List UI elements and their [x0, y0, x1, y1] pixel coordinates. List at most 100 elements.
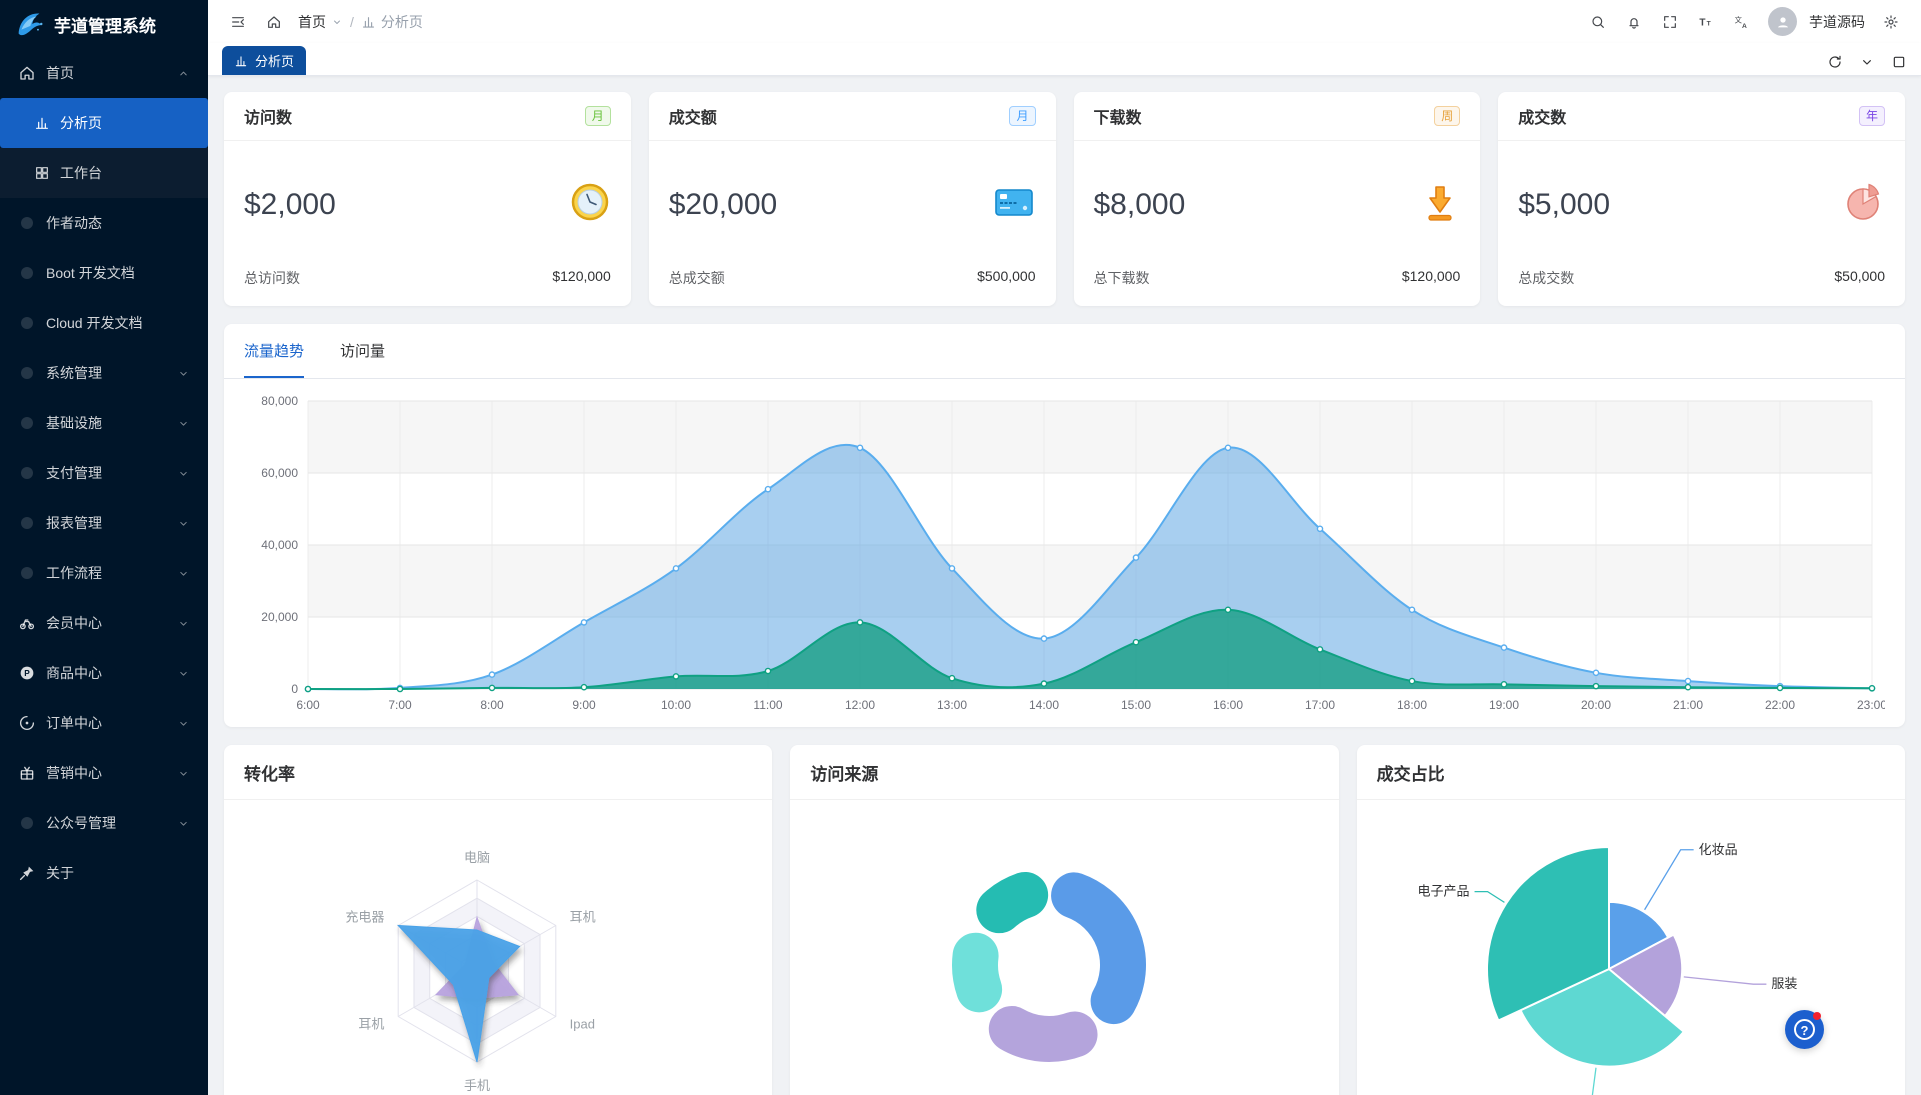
search-icon[interactable] [1582, 6, 1614, 38]
conversion-panel-title: 转化率 [224, 745, 773, 800]
deal-share-panel-title: 成交占比 [1356, 745, 1905, 800]
stat-footer-label: 总访问数 [244, 270, 300, 286]
svg-text:9:00: 9:00 [572, 698, 596, 712]
sidebar-item-workplace[interactable]: 工作台 [0, 148, 208, 198]
stat-card-value: $20,000 [668, 187, 778, 221]
chevron-down-icon[interactable] [1859, 54, 1875, 70]
logo-wave-icon [12, 7, 46, 41]
dot-icon [18, 814, 36, 832]
stat-footer-label: 总成交数 [1518, 270, 1575, 286]
svg-text:电子产品: 电子产品 [1417, 884, 1469, 899]
sidebar-item-author-news[interactable]: 作者动态 [0, 198, 208, 248]
svg-text:15:00: 15:00 [1121, 698, 1151, 712]
svg-text:18:00: 18:00 [1397, 698, 1427, 712]
stat-card-header: 成交额 月 [648, 92, 1056, 141]
help-button[interactable]: ? [1785, 1010, 1824, 1049]
sidebar-item-analysis[interactable]: 分析页 [0, 98, 208, 148]
dot-icon [18, 564, 36, 582]
maximize-icon[interactable] [1891, 54, 1907, 70]
collapse-sidebar-icon[interactable] [222, 6, 254, 38]
sidebar-item-label: 商品中心 [46, 665, 102, 681]
sidebar-item-mp[interactable]: 公众号管理 [0, 798, 208, 848]
dot-icon [18, 414, 36, 432]
period-badge: 年 [1858, 106, 1885, 126]
sidebar-item-label: 报表管理 [46, 515, 102, 531]
sidebar-item-marketing[interactable]: 营销中心 [0, 748, 208, 798]
sidebar-item-order[interactable]: 订单中心 [0, 698, 208, 748]
stat-card-body: $5,000 [1498, 141, 1905, 268]
svg-text:P: P [24, 669, 30, 678]
dot-icon [18, 264, 36, 282]
sidebar-item-label: 会员中心 [46, 615, 102, 631]
svg-text:Ipad: Ipad [570, 1017, 595, 1032]
chevron-down-icon [177, 617, 190, 630]
sidebar-item-payment[interactable]: 支付管理 [0, 448, 208, 498]
sidebar-item-workflow[interactable]: 工作流程 [0, 548, 208, 598]
home-icon [18, 64, 36, 82]
member-icon [18, 614, 36, 632]
tab-analysis[interactable]: 分析页 [222, 46, 307, 75]
svg-text:电脑: 电脑 [464, 850, 490, 865]
fullscreen-icon[interactable] [1654, 6, 1686, 38]
page-content: 访问数 月 $2,000 总访问数 $120,000 成交额 月 $20,000… [208, 76, 1921, 1095]
refresh-icon[interactable] [1827, 54, 1843, 70]
avatar[interactable] [1768, 7, 1797, 36]
stat-card-title: 成交数 [1518, 110, 1567, 127]
stat-card-downloads: 下载数 周 $8,000 总下载数 $120,000 [1073, 92, 1481, 306]
tab-visit-volume-label: 访问量 [340, 342, 386, 360]
sidebar-item-cloud-docs[interactable]: Cloud 开发文档 [0, 298, 208, 348]
clock-icon [569, 181, 611, 228]
stat-card-footer: 总访问数 $120,000 [224, 268, 631, 306]
sidebar-item-label: 关于 [46, 865, 74, 881]
sidebar-item-home[interactable]: 首页 [0, 48, 208, 98]
stat-card-header: 下载数 周 [1073, 92, 1481, 141]
svg-text:耳机: 耳机 [358, 1017, 384, 1032]
dot-icon [18, 214, 36, 232]
tab-visit-volume[interactable]: 访问量 [340, 324, 385, 378]
sidebar-item-label: 公众号管理 [46, 815, 116, 831]
stat-card-header: 成交数 年 [1498, 92, 1905, 141]
chevron-down-icon [177, 817, 190, 830]
sidebar-item-about[interactable]: 关于 [0, 848, 208, 898]
app-logo[interactable]: 芋道管理系统 [0, 0, 208, 48]
period-badge: 月 [584, 106, 611, 126]
pie-icon [1843, 181, 1885, 228]
traffic-trend-card: 流量趋势 访问量 0 20,000 40,000 60,000 80,000 6:00 7:… [224, 324, 1905, 727]
tab-traffic-trend[interactable]: 流量趋势 [244, 324, 305, 378]
svg-text:服装: 服装 [1771, 976, 1797, 991]
dot-icon [18, 464, 36, 482]
sidebar-item-product[interactable]: P 商品中心 [0, 648, 208, 698]
svg-text:文: 文 [1735, 15, 1743, 24]
user-name[interactable]: 芋道源码 [1809, 13, 1865, 30]
breadcrumb-current: 分析页 [361, 12, 423, 32]
chevron-down-icon [331, 16, 343, 28]
sidebar-item-label: 工作流程 [46, 565, 102, 581]
breadcrumb-root[interactable]: 首页 [298, 12, 343, 32]
bell-icon[interactable] [1618, 6, 1650, 38]
tab-analysis-label: 分析页 [255, 54, 295, 69]
sidebar-item-report[interactable]: 报表管理 [0, 498, 208, 548]
svg-text:16:00: 16:00 [1213, 698, 1243, 712]
sidebar-item-infra[interactable]: 基础设施 [0, 398, 208, 448]
home-icon[interactable] [258, 6, 290, 38]
stat-card-row: 访问数 月 $2,000 总访问数 $120,000 成交额 月 $20,000… [224, 92, 1905, 306]
svg-text:8:00: 8:00 [480, 698, 504, 712]
sidebar-item-label: 基础设施 [46, 415, 102, 431]
stat-card-footer: 总成交额 $500,000 [649, 268, 1056, 306]
stat-footer-label: 总成交额 [668, 270, 725, 286]
sidebar-item-boot-docs[interactable]: Boot 开发文档 [0, 248, 208, 298]
stat-card-body: $8,000 [1074, 141, 1481, 268]
sidebar-item-member[interactable]: 会员中心 [0, 598, 208, 648]
trend-area-chart-svg: 0 20,000 40,000 60,000 80,000 6:00 7:00 8:00 9:0… [261, 394, 1887, 712]
sidebar-item-system[interactable]: 系统管理 [0, 348, 208, 398]
stat-card-body: $2,000 [224, 141, 631, 268]
stat-card-footer: 总成交数 $50,000 [1498, 268, 1905, 306]
gear-icon[interactable] [1875, 6, 1907, 38]
chevron-down-icon [177, 417, 190, 430]
